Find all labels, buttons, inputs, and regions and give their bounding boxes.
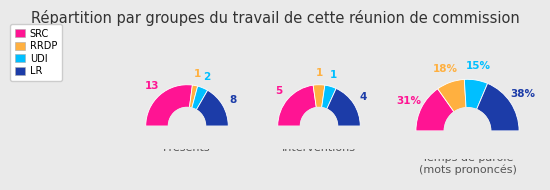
Text: 1: 1 xyxy=(315,68,323,78)
Wedge shape xyxy=(189,85,197,108)
Text: Interventions: Interventions xyxy=(282,143,356,153)
Text: 1: 1 xyxy=(330,70,338,80)
Bar xyxy=(121,126,253,171)
Text: 38%: 38% xyxy=(510,89,535,99)
Wedge shape xyxy=(313,85,325,108)
Text: Présents: Présents xyxy=(163,143,211,153)
Text: 18%: 18% xyxy=(433,64,458,74)
Text: 31%: 31% xyxy=(397,96,421,106)
Wedge shape xyxy=(192,86,208,110)
Wedge shape xyxy=(464,79,488,109)
Wedge shape xyxy=(278,85,316,126)
Text: Temps de parole
(mots prononcés): Temps de parole (mots prononcés) xyxy=(419,153,516,175)
Text: 1: 1 xyxy=(194,69,201,79)
Wedge shape xyxy=(146,85,192,126)
Text: 2: 2 xyxy=(204,72,211,82)
Circle shape xyxy=(444,108,491,154)
Wedge shape xyxy=(327,89,360,126)
Text: 5: 5 xyxy=(276,86,283,96)
Wedge shape xyxy=(438,79,466,112)
Text: 15%: 15% xyxy=(466,61,491,71)
Text: 8: 8 xyxy=(229,95,236,105)
Circle shape xyxy=(300,107,338,145)
Circle shape xyxy=(168,107,206,145)
Wedge shape xyxy=(476,83,519,131)
Wedge shape xyxy=(196,90,228,126)
Legend: SRC, RRDP, UDI, LR: SRC, RRDP, UDI, LR xyxy=(10,24,62,81)
Text: 13: 13 xyxy=(145,81,160,91)
Bar xyxy=(253,126,385,171)
Text: Répartition par groupes du travail de cette réunion de commission: Répartition par groupes du travail de ce… xyxy=(31,10,519,25)
Wedge shape xyxy=(416,89,454,131)
Wedge shape xyxy=(322,85,336,109)
Text: 4: 4 xyxy=(360,93,367,102)
Bar xyxy=(385,131,550,188)
